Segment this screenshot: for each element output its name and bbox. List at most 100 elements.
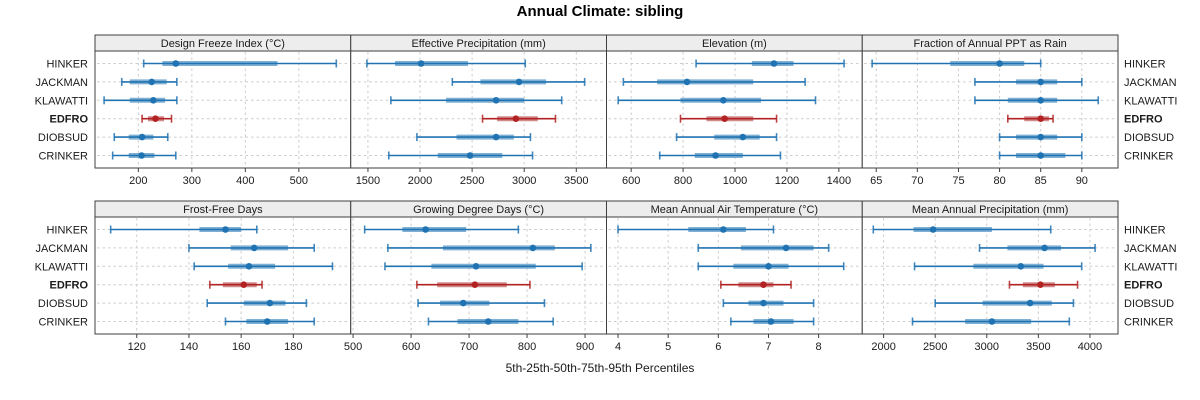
panel-growing-degree-days-c: Growing Degree Days (°C) 500 600 700 800 900 bbox=[344, 200, 607, 353]
median-dot bbox=[484, 318, 492, 325]
percentile-marker-diobsud bbox=[675, 133, 778, 142]
station-label-right-diobsud: DIOBSUD bbox=[1124, 298, 1174, 310]
x-axis-caption: 5th-25th-50th-75th-95th Percentiles bbox=[505, 361, 695, 375]
percentile-marker-diobsud bbox=[206, 299, 308, 308]
median-dot bbox=[770, 60, 778, 67]
median-dot bbox=[1037, 152, 1044, 159]
axis-tick-label: 600 bbox=[622, 175, 640, 187]
panel-title: Frost-Free Days bbox=[183, 204, 263, 216]
percentile-marker-klawatti bbox=[384, 262, 583, 271]
panel-title: Effective Precipitation (mm) bbox=[411, 38, 545, 50]
axis-tick-label: 160 bbox=[232, 341, 250, 353]
median-dot bbox=[1037, 78, 1044, 86]
panel-mean-annual-air-temperature-c: Mean Annual Air Temperature (°C) 4 5 6 7 8 bbox=[606, 200, 863, 353]
station-label-right-crinker: CRINKER bbox=[1124, 151, 1174, 163]
median-dot bbox=[222, 226, 229, 233]
panel-fraction-of-annual-ppt-as-rain: Fraction of Annual PPT as Rain 65 70 75 80 85… bbox=[861, 34, 1119, 187]
axis-tick-label: 5 bbox=[665, 341, 671, 353]
percentile-marker-hinker bbox=[363, 225, 520, 234]
panel-title: Mean Annual Precipitation (mm) bbox=[912, 204, 1069, 216]
station-label-left-crinker: CRINKER bbox=[38, 317, 88, 329]
station-label-left-diobsud: DIOBSUD bbox=[38, 298, 88, 310]
axis-tick-label: 2500 bbox=[460, 175, 484, 187]
station-label-right-klawatti: KLAWATTI bbox=[1124, 95, 1177, 107]
percentile-marker-edfro bbox=[679, 114, 778, 123]
median-dot bbox=[720, 226, 727, 233]
median-dot bbox=[422, 226, 429, 233]
station-label-left-edfro: EDFRO bbox=[50, 280, 89, 292]
axis-tick-label: 120 bbox=[128, 341, 146, 353]
percentile-marker-crinker bbox=[387, 151, 534, 160]
percentile-marker-hinker bbox=[871, 59, 1042, 68]
percentile-marker-jackman bbox=[697, 243, 830, 252]
panel-title: Fraction of Annual PPT as Rain bbox=[913, 38, 1066, 50]
station-label-right-jackman: JACKMAN bbox=[1124, 243, 1177, 255]
panel-title: Mean Annual Air Temperature (°C) bbox=[651, 204, 818, 216]
percentile-marker-klawatti bbox=[697, 262, 845, 271]
percentile-marker-edfro bbox=[1007, 114, 1054, 123]
median-dot bbox=[1017, 263, 1025, 270]
station-label-left-edfro: EDFRO bbox=[50, 114, 89, 126]
station-label-right-edfro: EDFRO bbox=[1124, 114, 1163, 126]
median-dot bbox=[1041, 244, 1048, 252]
median-dot bbox=[148, 78, 156, 86]
station-label-right-diobsud: DIOBSUD bbox=[1124, 132, 1174, 144]
percentile-marker-diobsud bbox=[417, 299, 546, 308]
panel-effective-precipitation-mm: Effective Precipitation (mm) 1500 2000 2500… bbox=[350, 34, 607, 187]
axis-tick-label: 800 bbox=[518, 341, 536, 353]
chart-title: Annual Climate: sibling bbox=[516, 3, 684, 20]
percentile-marker-jackman bbox=[120, 77, 178, 86]
percentile-marker-crinker bbox=[730, 317, 815, 326]
median-dot bbox=[150, 97, 157, 104]
median-dot bbox=[721, 115, 728, 122]
percentile-marker-diobsud bbox=[416, 133, 532, 142]
median-dot bbox=[492, 133, 500, 141]
axis-tick-label: 4000 bbox=[1078, 341, 1102, 353]
percentile-marker-klawatti bbox=[617, 96, 817, 105]
axis-tick-label: 2000 bbox=[871, 341, 895, 353]
percentile-marker-edfro bbox=[720, 280, 792, 289]
station-label-left-jackman: JACKMAN bbox=[35, 243, 88, 255]
station-label-left-hinker: HINKER bbox=[46, 59, 88, 71]
percentile-marker-jackman bbox=[451, 77, 586, 86]
station-label-right-crinker: CRINKER bbox=[1124, 317, 1174, 329]
median-dot bbox=[1037, 97, 1044, 104]
median-dot bbox=[515, 78, 523, 86]
percentile-marker-diobsud bbox=[934, 299, 1075, 308]
percentile-marker-crinker bbox=[111, 151, 177, 160]
median-dot bbox=[760, 281, 767, 289]
axis-tick-label: 85 bbox=[1035, 175, 1047, 187]
axis-tick-label: 1000 bbox=[723, 175, 747, 187]
percentile-marker-edfro bbox=[416, 280, 531, 289]
axis-tick-label: 400 bbox=[236, 175, 254, 187]
median-dot bbox=[250, 244, 258, 252]
percentile-marker-crinker bbox=[427, 317, 554, 326]
axis-tick-label: 80 bbox=[993, 175, 1005, 187]
percentile-marker-diobsud bbox=[722, 299, 815, 308]
axis-tick-label: 800 bbox=[674, 175, 692, 187]
percentile-marker-jackman bbox=[188, 243, 316, 252]
axis-tick-label: 300 bbox=[183, 175, 201, 187]
median-dot bbox=[683, 78, 691, 86]
station-label-left-crinker: CRINKER bbox=[38, 151, 88, 163]
median-dot bbox=[1026, 299, 1034, 307]
median-dot bbox=[739, 133, 747, 141]
axis-tick-label: 2500 bbox=[923, 341, 947, 353]
median-dot bbox=[472, 263, 480, 270]
axis-tick-label: 180 bbox=[284, 341, 302, 353]
axis-tick-label: 3500 bbox=[564, 175, 588, 187]
panel-title: Design Freeze Index (°C) bbox=[161, 38, 285, 50]
median-dot bbox=[172, 60, 180, 67]
axis-tick-label: 90 bbox=[1076, 175, 1088, 187]
panel-title: Growing Degree Days (°C) bbox=[413, 204, 544, 216]
station-label-left-jackman: JACKMAN bbox=[35, 77, 88, 89]
median-dot bbox=[466, 152, 474, 159]
panel-title: Elevation (m) bbox=[702, 38, 767, 50]
median-dot bbox=[767, 318, 775, 325]
percentile-marker-crinker bbox=[911, 317, 1071, 326]
median-dot bbox=[996, 60, 1003, 67]
axis-tick-label: 140 bbox=[180, 341, 198, 353]
station-label-right-hinker: HINKER bbox=[1124, 59, 1166, 71]
percentile-marker-hinker bbox=[142, 59, 338, 68]
